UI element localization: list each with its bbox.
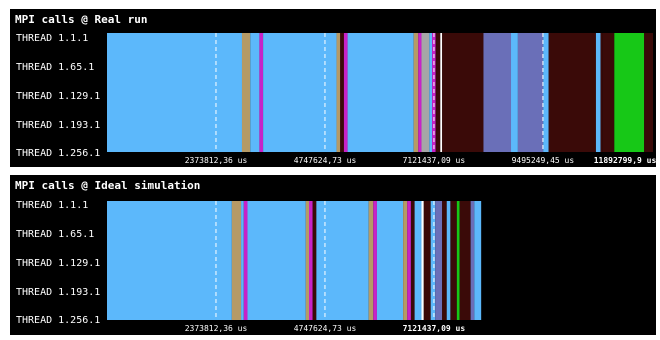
state-segment[interactable]	[517, 33, 544, 152]
panel-title: MPI calls @ Ideal simulation	[15, 179, 201, 192]
thread-label[interactable]: THREAD 1.65.1	[16, 62, 95, 73]
timeline-panel-ideal-simulation: MPI calls @ Ideal simulation THREAD 1.1.…	[10, 175, 656, 335]
state-segment[interactable]	[600, 33, 603, 152]
state-segment[interactable]	[414, 201, 422, 320]
state-segment[interactable]	[483, 33, 512, 152]
state-segment[interactable]	[259, 33, 264, 152]
timeline-canvas[interactable]	[107, 33, 653, 152]
state-segment[interactable]	[446, 201, 451, 320]
state-segment[interactable]	[316, 201, 369, 320]
state-segment[interactable]	[548, 33, 596, 152]
state-segment[interactable]	[340, 33, 344, 152]
state-segment[interactable]	[644, 33, 653, 152]
thread-label[interactable]: THREAD 1.1.1	[16, 200, 89, 211]
thread-label[interactable]: THREAD 1.256.1	[16, 148, 101, 159]
state-segment[interactable]	[368, 201, 374, 320]
state-segment[interactable]	[410, 201, 415, 320]
state-segment[interactable]	[263, 33, 337, 152]
time-axis-label: 2373812,36 us	[184, 324, 248, 333]
state-segment[interactable]	[614, 33, 645, 152]
state-segment[interactable]	[470, 201, 475, 320]
state-segment[interactable]	[543, 33, 549, 152]
state-segment[interactable]	[243, 201, 248, 320]
state-segment[interactable]	[250, 33, 260, 152]
state-segment[interactable]	[429, 33, 433, 152]
state-segment[interactable]	[595, 33, 601, 152]
state-segment[interactable]	[231, 201, 242, 320]
state-segment[interactable]	[602, 33, 615, 152]
state-segment[interactable]	[440, 33, 443, 152]
state-segment[interactable]	[376, 201, 404, 320]
state-segment[interactable]	[430, 201, 436, 320]
state-segment[interactable]	[423, 201, 431, 320]
timeline-panel-real-run: MPI calls @ Real run THREAD 1.1.1 THREAD…	[10, 9, 656, 167]
timeline-plot[interactable]	[107, 201, 653, 320]
state-segment[interactable]	[347, 33, 414, 152]
state-segment[interactable]	[336, 33, 341, 152]
state-segment[interactable]	[442, 33, 484, 152]
state-segment[interactable]	[511, 33, 518, 152]
state-segment[interactable]	[450, 201, 457, 320]
state-segment[interactable]	[435, 201, 443, 320]
thread-label[interactable]: THREAD 1.256.1	[16, 315, 101, 326]
thread-label[interactable]: THREAD 1.193.1	[16, 120, 101, 131]
state-segment[interactable]	[418, 33, 422, 152]
thread-label[interactable]: THREAD 1.129.1	[16, 91, 101, 102]
thread-label[interactable]: THREAD 1.129.1	[16, 258, 101, 269]
state-segment[interactable]	[305, 201, 309, 320]
state-segment[interactable]	[413, 33, 419, 152]
thread-label[interactable]: THREAD 1.1.1	[16, 33, 89, 44]
state-segment[interactable]	[343, 33, 348, 152]
state-segment[interactable]	[107, 33, 242, 152]
state-segment[interactable]	[435, 33, 441, 152]
time-axis-label: 4747624,73 us	[293, 156, 357, 165]
state-segment[interactable]	[421, 33, 430, 152]
time-axis-label: 7121437,09 us	[402, 156, 466, 165]
state-segment[interactable]	[312, 201, 317, 320]
state-segment[interactable]	[456, 201, 460, 320]
time-axis-end-label: 7121437,09 us	[402, 324, 466, 333]
panel-title: MPI calls @ Real run	[15, 13, 148, 26]
state-segment[interactable]	[309, 201, 313, 320]
timeline-plot[interactable]	[107, 33, 653, 152]
state-segment[interactable]	[442, 201, 447, 320]
thread-label[interactable]: THREAD 1.65.1	[16, 229, 95, 240]
time-axis-label: 9495249,45 us	[511, 156, 575, 165]
state-segment[interactable]	[403, 201, 408, 320]
time-axis-end-label: 11892799,9 us	[593, 156, 657, 165]
state-segment[interactable]	[241, 33, 251, 152]
state-segment[interactable]	[241, 201, 244, 320]
state-segment[interactable]	[107, 201, 232, 320]
timeline-canvas[interactable]	[107, 201, 653, 320]
state-segment[interactable]	[407, 201, 411, 320]
thread-label[interactable]: THREAD 1.193.1	[16, 287, 101, 298]
state-segment[interactable]	[459, 201, 471, 320]
state-segment[interactable]	[373, 201, 377, 320]
state-segment[interactable]	[247, 201, 306, 320]
time-axis-label: 2373812,36 us	[184, 156, 248, 165]
time-axis-label: 4747624,73 us	[293, 324, 357, 333]
state-segment[interactable]	[421, 201, 424, 320]
state-segment[interactable]	[474, 201, 482, 320]
